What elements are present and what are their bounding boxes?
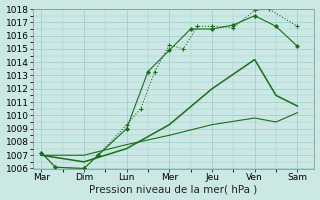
X-axis label: Pression niveau de la mer( hPa ): Pression niveau de la mer( hPa )	[90, 184, 258, 194]
